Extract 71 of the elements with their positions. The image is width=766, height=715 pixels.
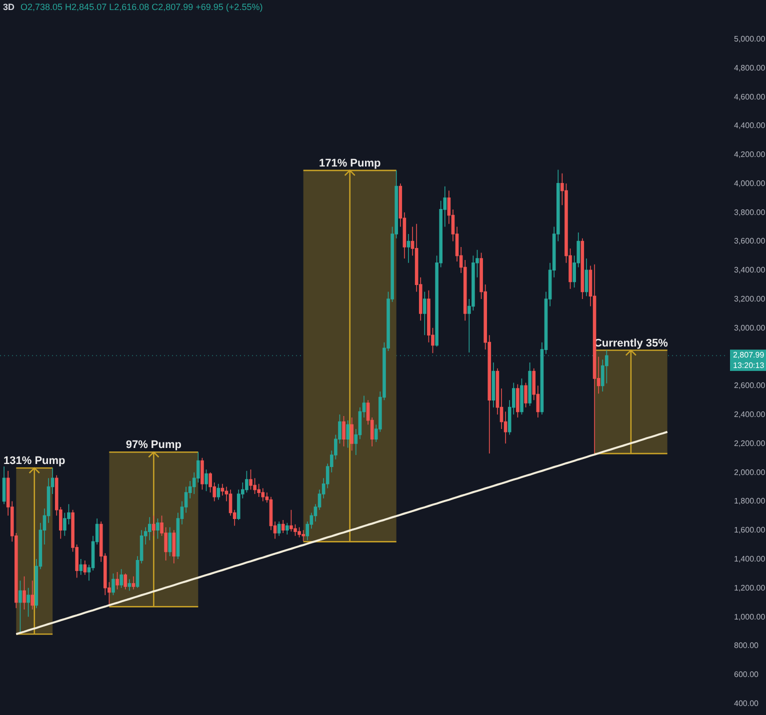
y-tick-label: 2,000.00 bbox=[734, 468, 766, 477]
candlestick bbox=[200, 457, 204, 490]
y-tick-label: 3,600.00 bbox=[734, 236, 766, 246]
candlestick bbox=[216, 483, 220, 500]
candlestick bbox=[342, 416, 346, 447]
y-tick-label: 2,400.00 bbox=[734, 410, 766, 420]
y-tick-label: 3,000.00 bbox=[734, 323, 766, 332]
candlestick bbox=[128, 578, 132, 592]
candlestick bbox=[406, 234, 410, 264]
chart-title: 3D bbox=[3, 2, 16, 12]
candlestick bbox=[520, 378, 524, 415]
candlestick bbox=[302, 530, 305, 542]
y-tick-label: 1,200.00 bbox=[734, 583, 766, 592]
candlestick bbox=[281, 520, 285, 534]
ref-line-label: 2,807.99 bbox=[733, 350, 765, 360]
candlestick bbox=[30, 580, 34, 610]
y-tick-label: 4,600.00 bbox=[734, 92, 766, 102]
candlestick bbox=[524, 382, 528, 408]
candlestick bbox=[584, 258, 588, 297]
candlestick bbox=[156, 518, 160, 540]
candlestick bbox=[492, 362, 496, 408]
candlestick bbox=[148, 516, 152, 541]
chart-subtitle: O2,738.05 H2,845.07 L2,616.08 C2,807.99 +69.95 (+2.55%) bbox=[20, 2, 263, 12]
y-tick-label: 1,600.00 bbox=[734, 526, 766, 535]
series-label: 171% Pump bbox=[318, 157, 381, 170]
y-tick-label: 600.00 bbox=[734, 670, 760, 680]
y-tick-label: 1,800.00 bbox=[734, 496, 766, 506]
annotation: 13:20:13 bbox=[733, 360, 765, 370]
candlestick bbox=[79, 558, 83, 576]
candlestick bbox=[204, 469, 208, 492]
candlestick bbox=[18, 580, 22, 634]
y-tick-label: 3,800.00 bbox=[734, 208, 766, 217]
series-label: 131% Pump bbox=[4, 455, 66, 467]
candlestick bbox=[2, 466, 6, 505]
candlestick bbox=[286, 522, 289, 535]
candlestick bbox=[83, 560, 87, 576]
candlestick bbox=[528, 362, 532, 406]
candlestick bbox=[132, 576, 136, 590]
y-tick-label: 800.00 bbox=[734, 641, 760, 650]
candlestick bbox=[277, 521, 281, 536]
candlestick bbox=[168, 526, 172, 557]
y-tick-label: 3,400.00 bbox=[734, 266, 766, 275]
y-tick-label: 4,400.00 bbox=[734, 121, 766, 130]
candlestick bbox=[22, 576, 26, 610]
y-tick-label: 1,400.00 bbox=[734, 554, 766, 564]
candlestick bbox=[120, 568, 123, 588]
candlestick bbox=[298, 526, 301, 538]
candlestick bbox=[346, 420, 350, 448]
candlestick bbox=[423, 291, 426, 336]
candlestick bbox=[249, 469, 252, 490]
y-tick-label: 2,200.00 bbox=[734, 438, 766, 448]
candlestick bbox=[516, 384, 520, 418]
y-tick-label: 4,800.00 bbox=[734, 63, 766, 72]
y-tick-label: 4,200.00 bbox=[734, 150, 766, 160]
candlestick bbox=[112, 573, 115, 596]
candlestick bbox=[116, 572, 119, 590]
candlestick bbox=[26, 587, 30, 618]
candlestick bbox=[152, 515, 156, 536]
y-tick-label: 4,000.00 bbox=[734, 178, 766, 188]
candlestick bbox=[290, 509, 293, 532]
y-tick-label: 1,000.00 bbox=[734, 612, 766, 622]
candlestick bbox=[592, 264, 596, 454]
y-tick-label: 400.00 bbox=[734, 698, 760, 708]
candlestick bbox=[124, 573, 128, 590]
candlestick bbox=[580, 238, 584, 300]
candlestick bbox=[261, 488, 265, 502]
y-tick-label: 3,200.00 bbox=[734, 294, 766, 304]
series-label: 97% Pump bbox=[126, 439, 182, 452]
candlestick bbox=[350, 417, 354, 452]
y-tick-label: 5,000.00 bbox=[734, 34, 766, 44]
y-tick-label: 2,600.00 bbox=[734, 381, 766, 390]
